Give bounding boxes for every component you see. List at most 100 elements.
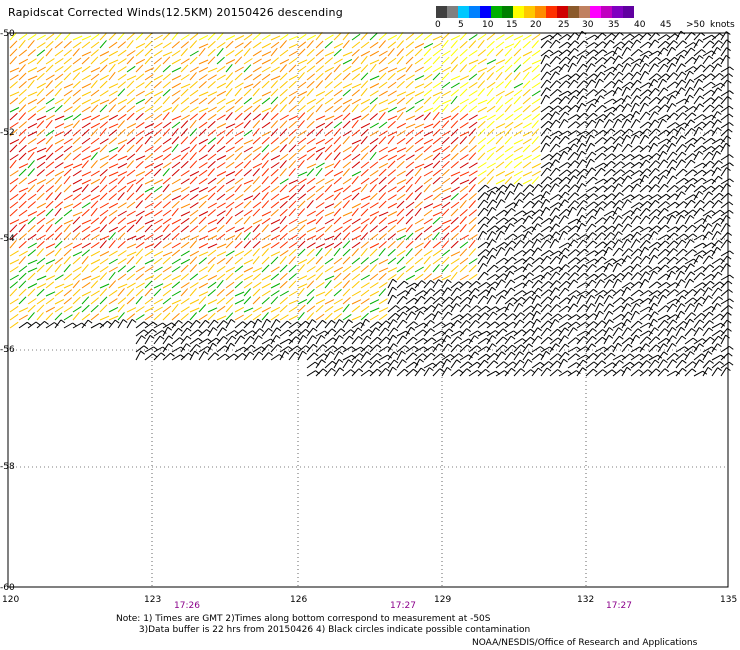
wind-barb-flag [665,57,671,62]
wind-barb [423,346,433,353]
wind-barb [261,97,271,105]
wind-barb-flag [728,105,734,110]
wind-barb-flag [458,369,464,374]
wind-barb-flag [564,335,569,340]
wind-barb [702,367,709,377]
wind-barb [441,160,450,169]
wind-barb-flag [672,303,678,308]
wind-barb [612,297,622,305]
wind-barb [198,91,209,97]
wind-barb-flag [620,98,626,102]
wind-barb [666,103,673,113]
wind-barb-flag [565,280,571,285]
wind-barb [360,183,368,193]
wind-barb-flag [701,114,707,118]
wind-barb-flag [698,302,703,307]
wind-barb [387,34,398,41]
wind-barb [369,336,378,345]
wind-barb [405,287,413,297]
wind-barb [18,152,27,161]
wind-barb [135,136,144,145]
wind-barb [135,112,144,121]
wind-barb [324,337,334,345]
wind-barb [423,367,430,377]
wind-barb [711,119,718,129]
wind-barb-flag [672,159,678,164]
wind-barb [252,335,259,345]
wind-barb [324,299,335,305]
wind-barb-flag [647,89,653,94]
wind-barb-flag [608,262,614,267]
wind-barb [270,145,280,153]
wind-barb [99,161,109,169]
wind-barb-flag [646,239,651,244]
wind-barb [459,281,468,289]
wind-barb [171,232,180,241]
wind-barb [279,346,289,353]
wind-barb-flag [230,342,235,347]
wind-barb [72,146,82,153]
wind-barb [648,302,655,313]
wind-barb [360,282,370,289]
wind-barb [216,279,224,289]
wind-barb [594,185,604,193]
wind-barb [297,154,307,161]
wind-barb [702,200,711,209]
wind-barb [126,33,135,41]
wind-barb [126,273,136,281]
wind-barb [711,322,721,329]
wind-barb [162,223,170,233]
wind-barb [261,107,272,113]
wind-barb [675,135,683,145]
wind-barb [378,200,387,209]
wind-barb [711,150,718,161]
wind-barb [531,136,539,145]
wind-barb [513,319,521,329]
wind-barb [405,345,415,353]
wind-barb-flag [555,287,560,292]
wind-barb [234,56,243,65]
wind-barb [342,65,352,73]
lon-label: 129 [434,595,451,605]
wind-barb [621,113,631,121]
wind-barb-flag [575,353,581,358]
wind-barb [423,177,433,185]
wind-barb [189,240,197,249]
wind-barb [153,64,162,73]
wind-barb [612,200,620,209]
wind-barb-flag [555,159,560,164]
wind-barb-flag [555,167,561,172]
wind-barb [72,273,82,281]
wind-barb-flag [645,159,651,164]
wind-barb-flag [492,311,498,316]
wind-barb-flag [719,184,724,189]
wind-barb [450,193,459,201]
wind-barb [432,338,442,345]
wind-barb-flag [483,271,489,276]
wind-barb [261,248,269,257]
wind-barb [252,113,262,121]
wind-barb [504,202,514,209]
wind-barb-flag [359,353,364,357]
wind-barb [108,137,118,145]
wind-barb-flag [573,295,578,300]
wind-barb-flag [501,295,506,300]
wind-barb [81,74,91,81]
wind-barb [153,306,163,313]
wind-barb [234,193,244,201]
wind-barb [603,112,611,121]
wind-barb [684,328,692,337]
wind-barb-flag [402,359,407,364]
wind-barb [378,354,388,361]
wind-barb-flag [197,329,203,334]
wind-barb [225,312,234,321]
wind-barb [144,321,154,329]
wind-barb [288,234,298,241]
wind-barb-flag [608,119,614,123]
wind-barb-flag [503,361,509,366]
wind-barb [522,114,532,121]
wind-barb [90,250,101,257]
wind-barb [711,199,719,209]
wind-barb [333,136,342,145]
wind-barb [468,200,476,209]
